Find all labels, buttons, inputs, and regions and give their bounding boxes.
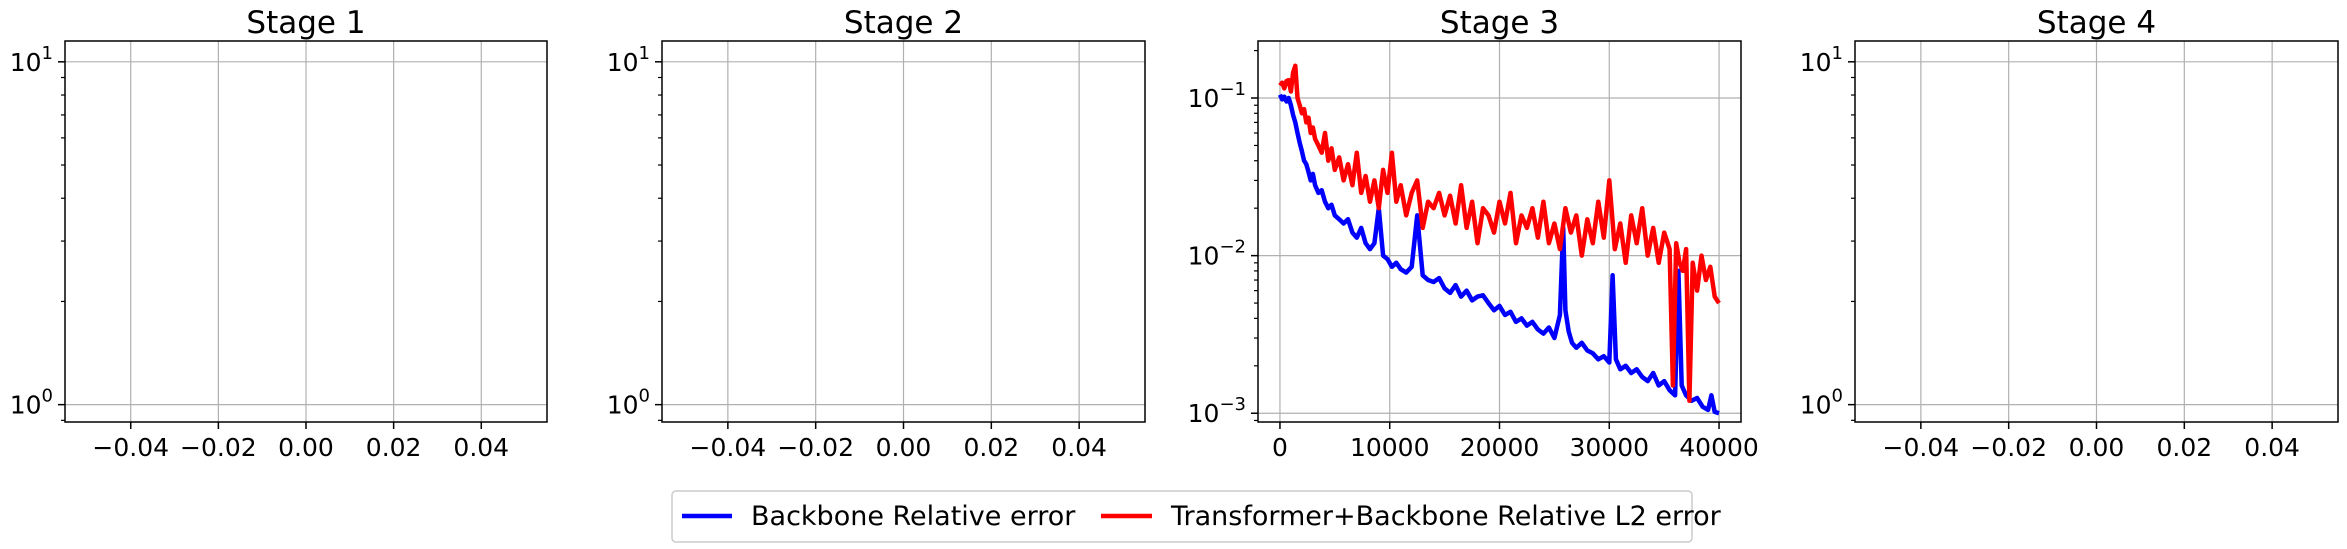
subplot-1: Stage 1 −0.04 −0.02 0.00 0.02 0.04 100 101 (10, 5, 548, 462)
grid (662, 41, 1145, 422)
x-tick-label: 0 (1272, 433, 1288, 462)
subplot-title: Stage 3 (1440, 5, 1559, 41)
x-tick-label: 30000 (1570, 433, 1650, 462)
subplot-title: Stage 2 (844, 5, 963, 41)
x-tick-label: −0.02 (1970, 433, 2047, 462)
subplot-panels: Stage 1−0.04 −0.02 0.00 0.02 0.04100101Stage… (10, 5, 2339, 462)
x-tick-label: 20000 (1460, 433, 1540, 462)
x-tick-label: 40000 (1679, 433, 1759, 462)
subplot-4: Stage 4 −0.04 −0.02 0.00 0.02 0.04 100 101 (1800, 5, 2339, 462)
series-line-backbone (1277, 93, 1720, 416)
x-tick-label: 0.00 (876, 433, 932, 462)
x-tick-label: −0.04 (690, 433, 767, 462)
legend-frame (671, 490, 1693, 543)
grid (65, 41, 547, 422)
x-tick-label: −0.02 (180, 433, 257, 462)
x-tick-label: 10000 (1350, 433, 1430, 462)
x-tick-label: 0.00 (278, 433, 334, 462)
legend-label-transformer: Transformer+Backbone Relative L2 error (1170, 501, 1722, 532)
series-line-transformer (1278, 63, 1721, 404)
y-tick-label: 101 (607, 43, 650, 77)
x-tick-label: 0.02 (963, 433, 1019, 462)
x-tick-label: 0.04 (2244, 433, 2300, 462)
y-tick-label: 101 (10, 43, 53, 77)
x-tick-label: −0.04 (1883, 433, 1960, 462)
subplot-2: Stage 2 −0.04 −0.02 0.00 0.02 0.04 100 101 (607, 5, 1146, 462)
x-tick-label: 0.04 (1051, 433, 1107, 462)
grid (1855, 41, 2338, 422)
y-tick-label: 100 (607, 386, 650, 420)
grid (1258, 41, 1741, 422)
subplot-title: Stage 1 (246, 5, 365, 41)
y-tick-label: 10−3 (1188, 394, 1246, 428)
y-tick-label: 10−2 (1188, 237, 1246, 271)
y-tick-label: 100 (1800, 386, 1843, 420)
x-tick-label: −0.02 (777, 433, 854, 462)
x-tick-label: 0.04 (453, 433, 509, 462)
legend-label-backbone: Backbone Relative error (751, 501, 1076, 532)
y-tick-label: 100 (10, 386, 53, 420)
x-tick-label: 0.02 (2156, 433, 2212, 462)
x-tick-label: 0.02 (366, 433, 422, 462)
x-tick-label: −0.04 (92, 433, 169, 462)
subplot-3: Stage 3 0 10000 20000 30000 40000 10−3 10−2 10−1 (1188, 5, 1759, 462)
subplot-title: Stage 4 (2037, 5, 2156, 41)
y-tick-label: 101 (1800, 43, 1843, 77)
y-tick-label: 10−1 (1188, 79, 1246, 113)
x-tick-label: 0.00 (2069, 433, 2125, 462)
legend: Backbone Relative error Transformer+Back… (671, 490, 1722, 543)
